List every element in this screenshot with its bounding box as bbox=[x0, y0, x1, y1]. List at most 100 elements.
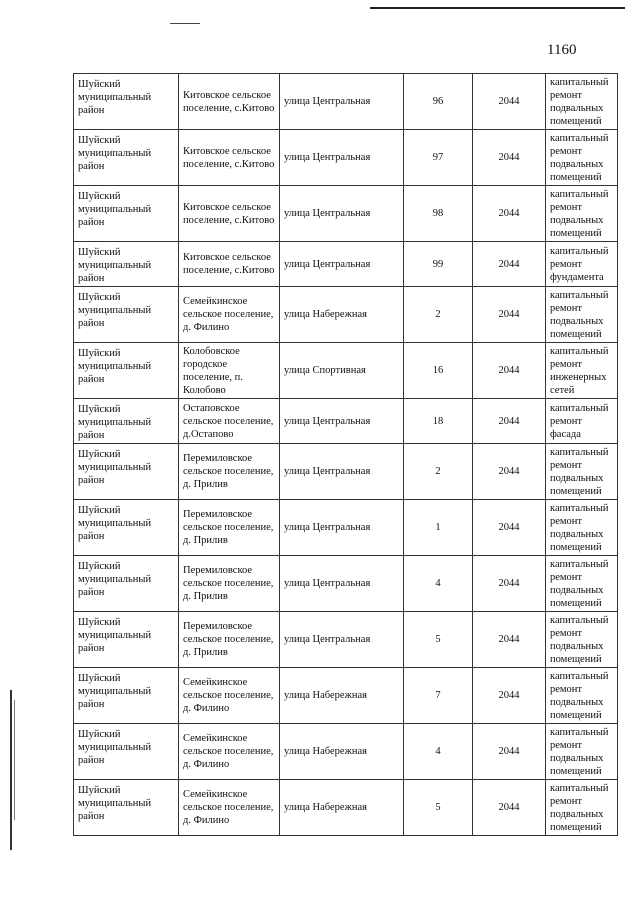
work-type-cell: капитальный ремонт подвальных помещений bbox=[545, 73, 618, 130]
table-row: Шуйский муниципальный район Перемиловское… bbox=[73, 443, 618, 500]
street-cell: улица Центральная bbox=[279, 73, 404, 130]
district-cell: Шуйский муниципальный район bbox=[73, 342, 179, 399]
settlement-cell: Семейкинское сельское поселение, д. Фили… bbox=[178, 779, 280, 836]
work-type-cell: капитальный ремонт подвальных помещений bbox=[545, 443, 618, 500]
street-cell: улица Спортивная bbox=[279, 342, 404, 399]
work-type-cell: капитальный ремонт подвальных помещений bbox=[545, 286, 618, 343]
district-cell: Шуйский муниципальный район bbox=[73, 723, 179, 780]
street-cell: улица Набережная bbox=[279, 667, 404, 724]
settlement-cell: Перемиловское сельское поселение, д. При… bbox=[178, 499, 280, 556]
house-number-cell: 4 bbox=[403, 555, 473, 612]
street-cell: улица Центральная bbox=[279, 443, 404, 500]
table-row: Шуйский муниципальный район Семейкинское … bbox=[73, 286, 618, 343]
house-number-cell: 2 bbox=[403, 443, 473, 500]
street-cell: улица Набережная bbox=[279, 779, 404, 836]
house-number-cell: 2 bbox=[403, 286, 473, 343]
house-number-cell: 97 bbox=[403, 129, 473, 186]
year-cell: 2044 bbox=[472, 286, 546, 343]
table-row: Шуйский муниципальный район Китовское сел… bbox=[73, 129, 618, 186]
district-cell: Шуйский муниципальный район bbox=[73, 611, 179, 668]
table-row: Шуйский муниципальный район Остаповское с… bbox=[73, 398, 618, 444]
settlement-cell: Перемиловское сельское поселение, д. При… bbox=[178, 443, 280, 500]
year-cell: 2044 bbox=[472, 499, 546, 556]
table-row: Шуйский муниципальный район Китовское сел… bbox=[73, 241, 618, 287]
house-number-cell: 7 bbox=[403, 667, 473, 724]
work-type-cell: капитальный ремонт подвальных помещений bbox=[545, 129, 618, 186]
street-cell: улица Центральная bbox=[279, 241, 404, 287]
settlement-cell: Китовское сельское поселение, с.Китово bbox=[178, 73, 280, 130]
work-type-cell: капитальный ремонт фундамента bbox=[545, 241, 618, 287]
district-cell: Шуйский муниципальный район bbox=[73, 73, 179, 130]
page-number: 1160 bbox=[547, 42, 577, 58]
table-row: Шуйский муниципальный район Семейкинское … bbox=[73, 667, 618, 724]
work-type-cell: капитальный ремонт подвальных помещений bbox=[545, 185, 618, 242]
year-cell: 2044 bbox=[472, 779, 546, 836]
house-number-cell: 96 bbox=[403, 73, 473, 130]
house-number-cell: 5 bbox=[403, 779, 473, 836]
work-type-cell: капитальный ремонт подвальных помещений bbox=[545, 499, 618, 556]
district-cell: Шуйский муниципальный район bbox=[73, 286, 179, 343]
district-cell: Шуйский муниципальный район bbox=[73, 129, 179, 186]
table-row: Шуйский муниципальный район Перемиловское… bbox=[73, 555, 618, 612]
table-row: Шуйский муниципальный район Семейкинское … bbox=[73, 723, 618, 780]
settlement-cell: Перемиловское сельское поселение, д. При… bbox=[178, 555, 280, 612]
year-cell: 2044 bbox=[472, 398, 546, 444]
house-number-cell: 98 bbox=[403, 185, 473, 242]
district-cell: Шуйский муниципальный район bbox=[73, 185, 179, 242]
street-cell: улица Центральная bbox=[279, 129, 404, 186]
street-cell: улица Центральная bbox=[279, 555, 404, 612]
house-number-cell: 16 bbox=[403, 342, 473, 399]
year-cell: 2044 bbox=[472, 129, 546, 186]
work-type-cell: капитальный ремонт подвальных помещений bbox=[545, 723, 618, 780]
street-cell: улица Центральная bbox=[279, 185, 404, 242]
scan-artifact-line bbox=[370, 7, 625, 9]
work-type-cell: капитальный ремонт инженерных сетей bbox=[545, 342, 618, 399]
district-cell: Шуйский муниципальный район bbox=[73, 555, 179, 612]
scan-artifact-line bbox=[170, 23, 200, 24]
house-number-cell: 18 bbox=[403, 398, 473, 444]
scan-artifact-edge bbox=[10, 690, 12, 850]
settlement-cell: Китовское сельское поселение, с.Китово bbox=[178, 241, 280, 287]
work-type-cell: капитальный ремонт подвальных помещений bbox=[545, 555, 618, 612]
year-cell: 2044 bbox=[472, 667, 546, 724]
district-cell: Шуйский муниципальный район bbox=[73, 779, 179, 836]
table-row: Шуйский муниципальный район Перемиловское… bbox=[73, 611, 618, 668]
district-cell: Шуйский муниципальный район bbox=[73, 443, 179, 500]
house-number-cell: 5 bbox=[403, 611, 473, 668]
settlement-cell: Китовское сельское поселение, с.Китово bbox=[178, 129, 280, 186]
year-cell: 2044 bbox=[472, 185, 546, 242]
year-cell: 2044 bbox=[472, 723, 546, 780]
scan-artifact-edge bbox=[14, 700, 15, 820]
year-cell: 2044 bbox=[472, 73, 546, 130]
house-number-cell: 99 bbox=[403, 241, 473, 287]
settlement-cell: Китовское сельское поселение, с.Китово bbox=[178, 185, 280, 242]
table-row: Шуйский муниципальный район Китовское сел… bbox=[73, 73, 618, 130]
district-cell: Шуйский муниципальный район bbox=[73, 667, 179, 724]
table-row: Шуйский муниципальный район Перемиловское… bbox=[73, 499, 618, 556]
street-cell: улица Набережная bbox=[279, 723, 404, 780]
year-cell: 2044 bbox=[472, 611, 546, 668]
house-number-cell: 1 bbox=[403, 499, 473, 556]
table-row: Шуйский муниципальный район Семейкинское … bbox=[73, 779, 618, 836]
street-cell: улица Центральная bbox=[279, 499, 404, 556]
year-cell: 2044 bbox=[472, 342, 546, 399]
house-number-cell: 4 bbox=[403, 723, 473, 780]
settlement-cell: Остаповское сельское поселение, д.Остапо… bbox=[178, 398, 280, 444]
table-row: Шуйский муниципальный район Китовское сел… bbox=[73, 185, 618, 242]
housing-repair-table: Шуйский муниципальный район Китовское сел… bbox=[73, 73, 618, 836]
settlement-cell: Семейкинское сельское поселение, д. Фили… bbox=[178, 723, 280, 780]
settlement-cell: Перемиловское сельское поселение, д. При… bbox=[178, 611, 280, 668]
street-cell: улица Центральная bbox=[279, 398, 404, 444]
settlement-cell: Семейкинское сельское поселение, д. Фили… bbox=[178, 286, 280, 343]
settlement-cell: Семейкинское сельское поселение, д. Фили… bbox=[178, 667, 280, 724]
settlement-cell: Колобовское городское поселение, п. Коло… bbox=[178, 342, 280, 399]
work-type-cell: капитальный ремонт фасада bbox=[545, 398, 618, 444]
district-cell: Шуйский муниципальный район bbox=[73, 241, 179, 287]
year-cell: 2044 bbox=[472, 555, 546, 612]
table-row: Шуйский муниципальный район Колобовское г… bbox=[73, 342, 618, 399]
work-type-cell: капитальный ремонт подвальных помещений bbox=[545, 611, 618, 668]
work-type-cell: капитальный ремонт подвальных помещений bbox=[545, 667, 618, 724]
year-cell: 2044 bbox=[472, 443, 546, 500]
work-type-cell: капитальный ремонт подвальных помещений bbox=[545, 779, 618, 836]
district-cell: Шуйский муниципальный район bbox=[73, 398, 179, 444]
